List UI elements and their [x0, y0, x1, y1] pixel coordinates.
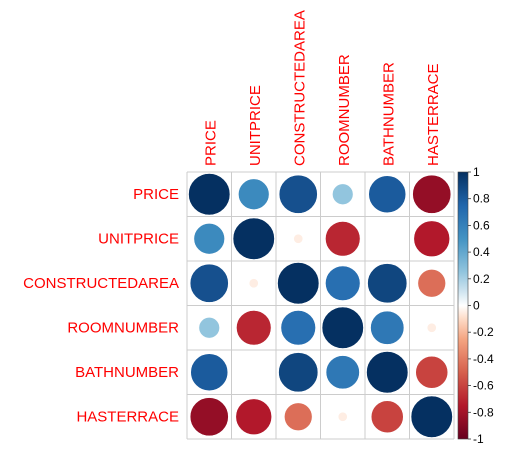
corr-circle-price-roomnumber [332, 183, 354, 205]
column-label-price: PRICE [202, 120, 219, 166]
corr-circle-unitprice-price [193, 223, 225, 255]
corr-circle-price-price [188, 173, 231, 216]
row-label-hasterrace: HASTERRACE [76, 408, 179, 425]
corr-circle-price-unitprice [238, 178, 270, 210]
corr-circle-hasterrace-bathnumber [370, 400, 404, 434]
corr-circle-constructedarea-constructedarea [277, 262, 320, 305]
corr-circle-bathnumber-hasterrace [415, 355, 449, 389]
corr-circle-constructedarea-roomnumber [325, 265, 361, 301]
column-label-constructedarea: CONSTRUCTEDAREA [291, 10, 308, 166]
corr-circle-bathnumber-roomnumber [325, 355, 360, 390]
colorbar-tick-label: -0.2 [473, 325, 494, 339]
corr-circle-roomnumber-bathnumber [370, 310, 405, 345]
corr-circle-unitprice-hasterrace [413, 220, 451, 258]
color-legend: 1 0.8 0.6 0.4 0.2 0 -0.2 -0.4 -0.6 -0.8 -1 [457, 165, 494, 446]
corr-circle-bathnumber-constructedarea [278, 352, 319, 393]
corr-circle-roomnumber-constructedarea [280, 310, 316, 346]
colorbar [457, 171, 469, 440]
corr-circle-hasterrace-hasterrace [410, 395, 453, 438]
colorbar-tick-label: 0.8 [473, 192, 490, 206]
row-label-bathnumber: BATHNUMBER [75, 364, 179, 381]
row-label-unitprice: UNITPRICE [98, 230, 179, 247]
corr-circle-constructedarea-price [189, 263, 229, 303]
correlation-circles [188, 173, 453, 438]
corr-circle-hasterrace-unitprice [235, 398, 273, 436]
row-label-constructedarea: CONSTRUCTEDAREA [23, 275, 179, 292]
corr-circle-unitprice-unitprice [232, 217, 275, 260]
column-label-bathnumber: BATHNUMBER [380, 62, 397, 166]
row-label-price: PRICE [133, 186, 179, 203]
row-label-roomnumber: ROOMNUMBER [67, 319, 179, 336]
colorbar-tick-label: -1 [473, 432, 484, 446]
matrix-grid [186, 171, 455, 440]
column-label-unitprice: UNITPRICE [247, 85, 264, 166]
corr-circle-price-constructedarea [278, 174, 318, 214]
colorbar-tick-label: 0.4 [473, 245, 490, 259]
corr-circle-unitprice-roomnumber [325, 221, 361, 257]
corr-circle-price-bathnumber [368, 175, 407, 214]
corr-circle-unitprice-constructedarea [293, 233, 304, 244]
corr-circle-constructedarea-hasterrace [417, 269, 446, 298]
colorbar-tick-label: -0.4 [473, 352, 494, 366]
corr-circle-bathnumber-bathnumber [366, 351, 409, 394]
column-label-hasterrace: HASTERRACE [425, 63, 442, 166]
column-label-roomnumber: ROOMNUMBER [336, 54, 353, 166]
colorbar-tick-label: 1 [473, 165, 480, 179]
corr-circle-price-hasterrace [412, 174, 452, 214]
corr-circle-roomnumber-roomnumber [321, 306, 364, 349]
corr-circle-hasterrace-constructedarea [284, 402, 313, 431]
column-labels: PRICE UNITPRICE CONSTRUCTEDAREA ROOMNUMBER B… [202, 10, 442, 166]
corr-circle-roomnumber-hasterrace [426, 322, 437, 333]
corr-circle-roomnumber-unitprice [236, 310, 272, 346]
corr-circle-constructedarea-bathnumber [367, 263, 408, 304]
corr-circle-constructedarea-unitprice [248, 278, 259, 289]
corr-circle-hasterrace-price [189, 397, 229, 437]
colorbar-tick-label: 0 [473, 299, 480, 313]
colorbar-tick-label: 0.6 [473, 218, 490, 232]
colorbar-tick-label: -0.6 [473, 379, 494, 393]
corr-circle-bathnumber-price [190, 353, 229, 392]
corr-circle-hasterrace-roomnumber [337, 411, 348, 422]
corr-circle-roomnumber-price [198, 317, 220, 339]
colorbar-tick-label: -0.8 [473, 405, 494, 419]
colorbar-tick-label: 0.2 [473, 272, 490, 286]
row-labels: PRICE UNITPRICE CONSTRUCTEDAREA ROOMNUMBER B… [23, 186, 179, 426]
